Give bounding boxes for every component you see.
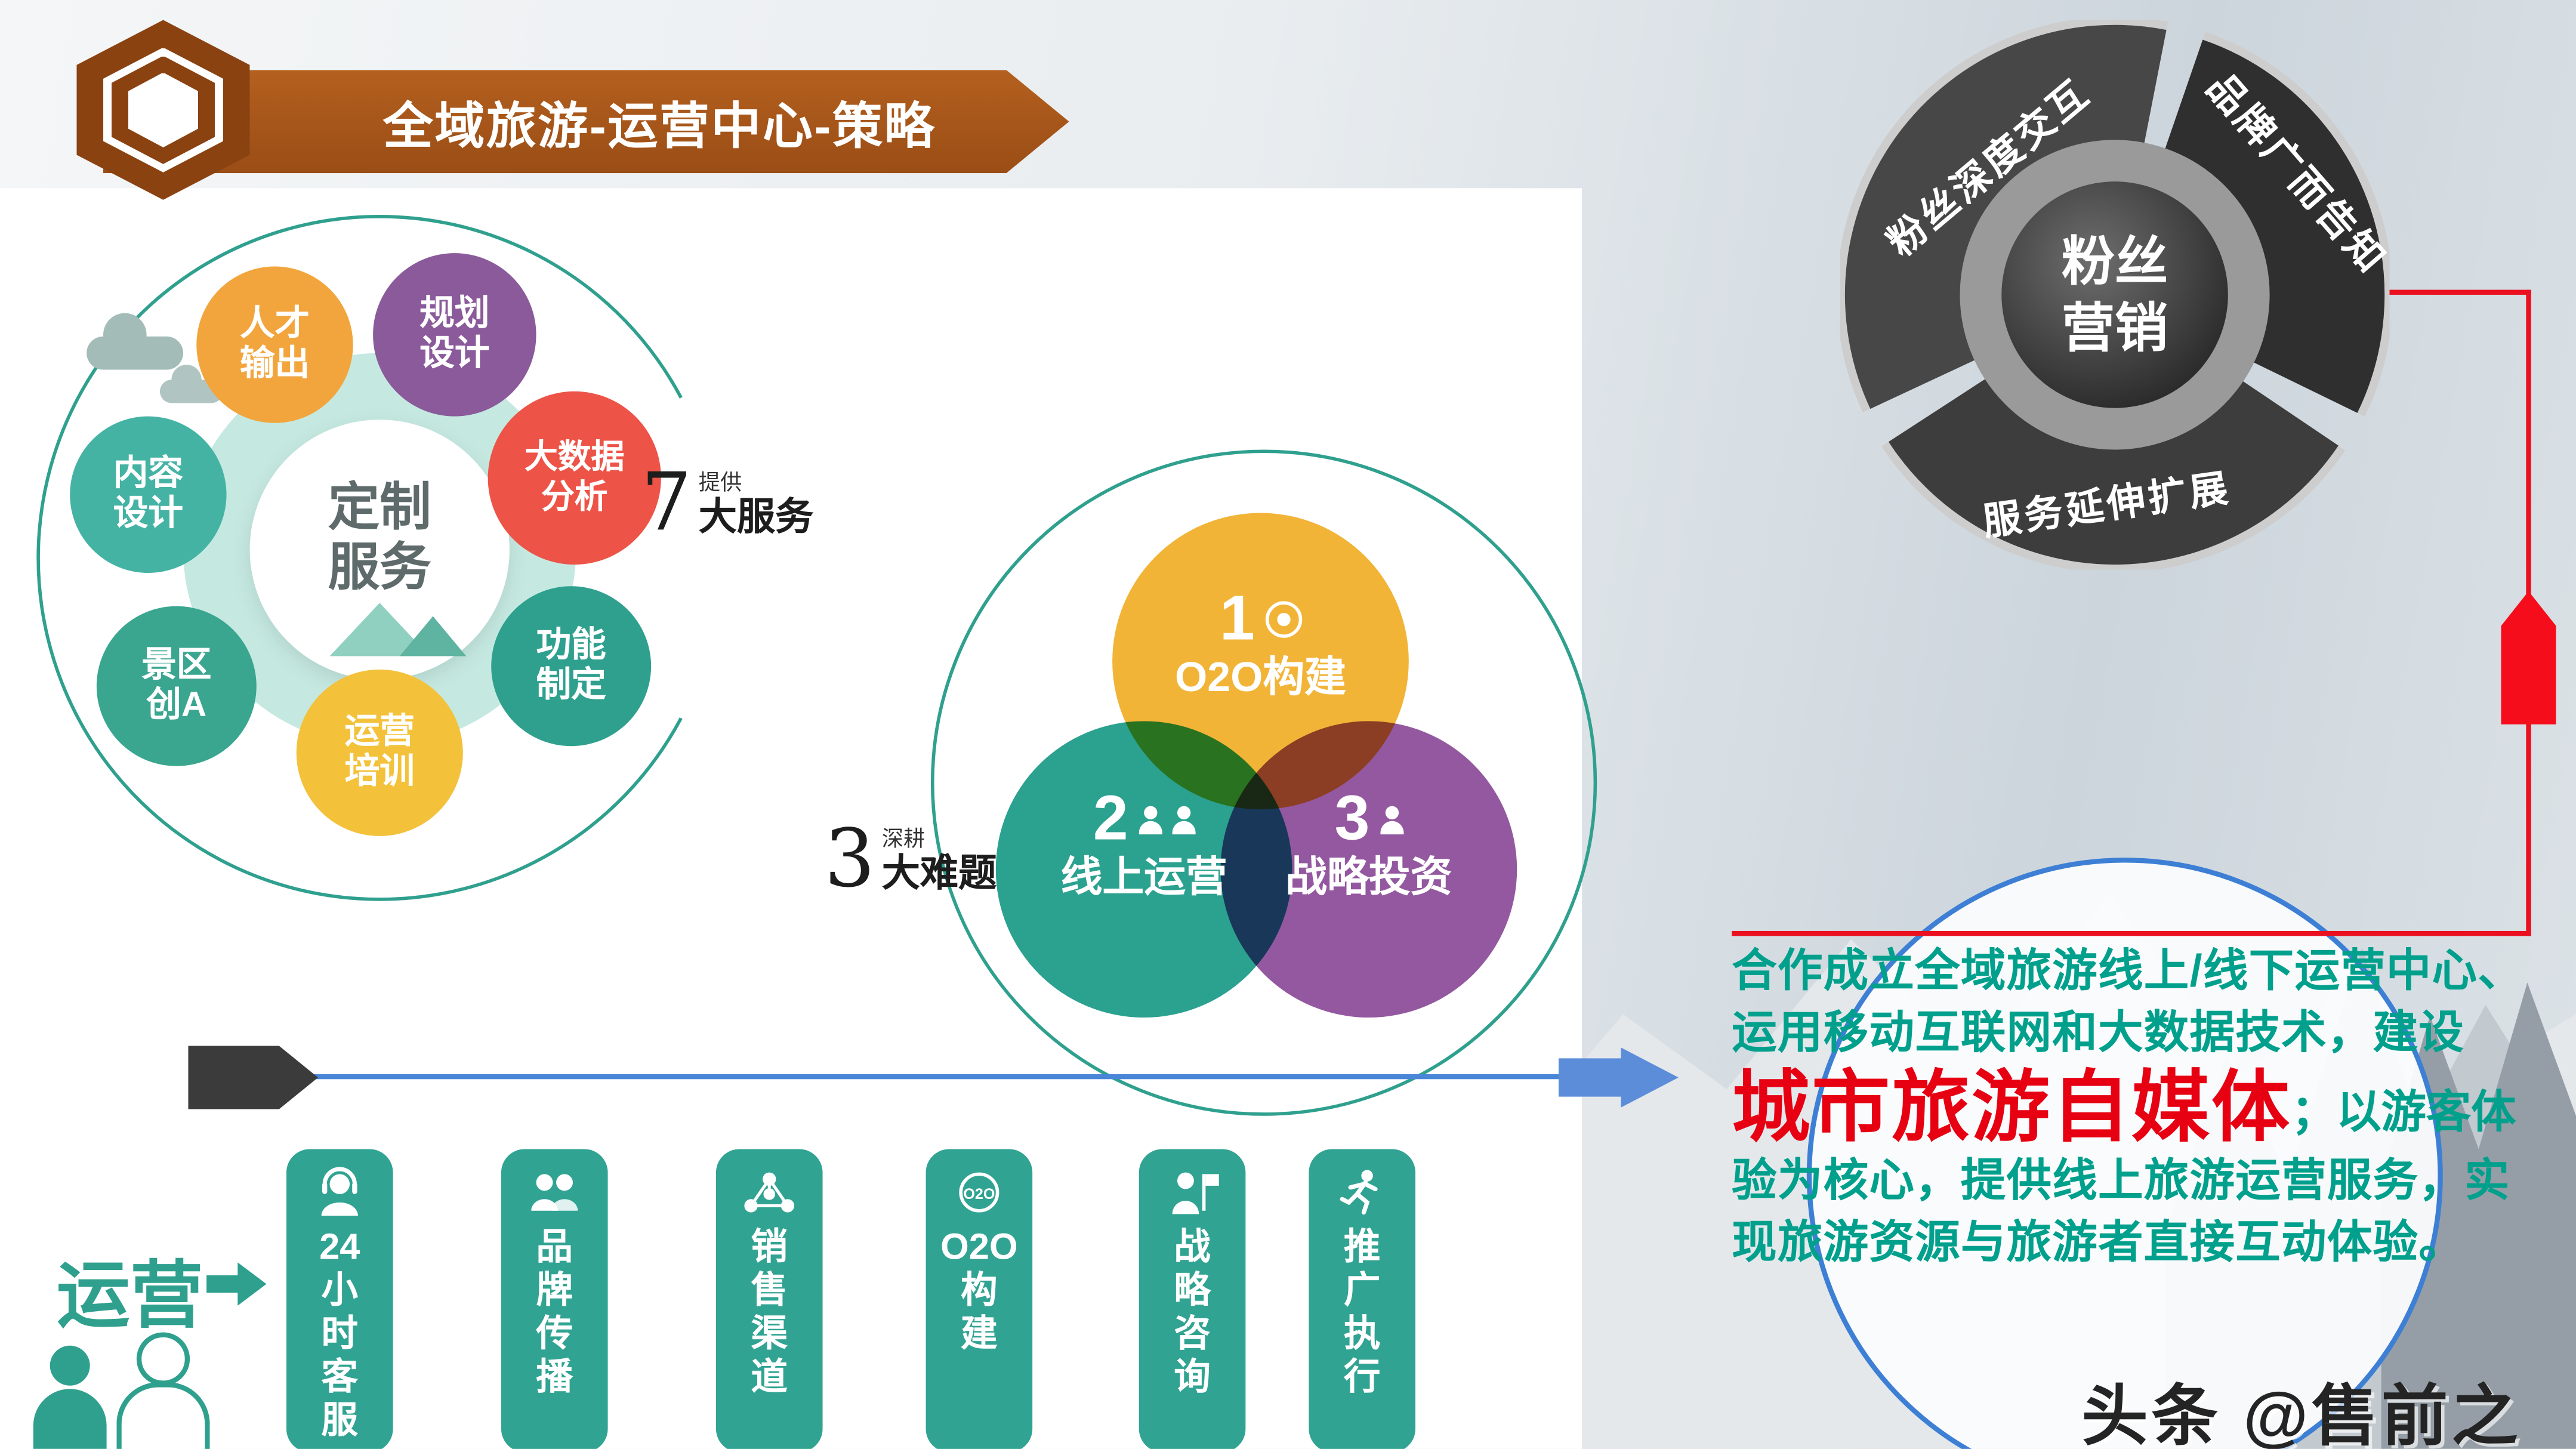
fan-ring	[1836, 16, 2393, 573]
watermark: 头条 @售前之家	[2081, 1380, 2522, 1449]
person-filled-icon	[33, 1389, 107, 1449]
people-icon	[525, 1163, 584, 1222]
desc-line-3-rest: ；以游客体	[2291, 1087, 2516, 1137]
strategy-description: 合作成立全域旅游线上/线下运营中心、 运用移动互联网和大数据技术，建设 城市旅游…	[1732, 941, 2572, 1274]
operation-card-brand: 品 牌 传 播	[501, 1149, 608, 1449]
wheel-item-content-design: 内容 设计	[70, 416, 227, 573]
operation-card-promotion: 推 广 执 行	[1309, 1149, 1416, 1449]
venn-text-2: 2 线上运营	[1060, 784, 1227, 901]
fan-center-title: 粉丝 营销	[2061, 231, 2168, 358]
person-outline-icon	[116, 1382, 210, 1449]
network-icon	[739, 1163, 799, 1222]
wheel-center-line1: 定制	[328, 477, 431, 537]
venn-text-3: 3 战略投资	[1285, 784, 1452, 901]
wheel-center-line2: 服务	[328, 538, 431, 597]
desc-line-2: 运用移动互联网和大数据技术，建设	[1732, 1007, 2465, 1058]
consulting-icon	[1162, 1163, 1222, 1222]
connector-red-line-top	[2377, 289, 2531, 295]
wheel-item-operation-training: 运营 培训	[296, 669, 463, 836]
title-banner: 全域旅游-运营中心-策略	[103, 70, 1069, 174]
wheel-item-planning-design: 规划 设计	[373, 253, 536, 417]
page-title: 全域旅游-运营中心-策略	[382, 100, 936, 155]
ring-icon	[1264, 601, 1302, 638]
desc-line-4: 验为核心，提供线上旅游运营服务，实	[1732, 1155, 2510, 1206]
venn-text-1: 1 O2O构建	[1175, 584, 1346, 701]
seven-services-badge: 7 提供 大服务	[641, 456, 814, 550]
desc-highlight: 城市旅游自媒体	[1732, 1062, 2291, 1151]
svg-text:O2O: O2O	[963, 1186, 995, 1203]
highlight-blue-circle	[1806, 858, 2443, 1449]
runner-icon	[1332, 1163, 1392, 1222]
three-problems-badge: 3 深耕 大难题	[824, 812, 997, 907]
operation-card-sales: 销 售 渠 道	[715, 1149, 823, 1449]
wheel-item-talent-output: 人才 输出	[196, 266, 353, 423]
o2o-icon: O2O	[949, 1163, 1009, 1222]
operation-card-customer-service: 24 小 时 客 服	[286, 1149, 393, 1449]
operation-card-o2o: O2O O2O 构 建	[925, 1149, 1033, 1449]
person-outline-icon	[136, 1332, 190, 1386]
red-arrow-up-icon	[2501, 591, 2556, 724]
wheel-item-bigdata-analysis: 大数据 分析	[488, 391, 661, 565]
venn-circle-investment	[1220, 721, 1517, 1018]
person-icon	[1380, 805, 1403, 834]
connector-blue-line	[304, 1074, 1567, 1080]
desc-line-5: 现旅游资源与旅游者直接互动体验。	[1732, 1217, 2465, 1268]
person-filled-icon	[50, 1345, 90, 1386]
desc-line-1: 合作成立全域旅游线上/线下运营中心、	[1732, 946, 2524, 996]
wheel-item-function-setting: 功能 制定	[491, 586, 652, 747]
operations-label: 运营	[56, 1256, 203, 1337]
person-icon	[1138, 805, 1162, 834]
venn-outline-circle	[930, 449, 1597, 1116]
service-wheel-arc	[36, 215, 683, 901]
connector-red-line-bottom	[1732, 930, 2531, 936]
service-wheel-center: 定制 服务	[249, 420, 510, 680]
fan-marketing-diagram: 粉丝深度交互 品牌广而告知 服务延伸扩展 粉丝 营销	[1836, 16, 2395, 573]
operation-card-consulting: 战 略 咨 询	[1139, 1149, 1246, 1449]
person-icon	[1171, 805, 1195, 834]
customer-service-icon	[310, 1163, 369, 1222]
wheel-item-scenic-grade-a: 景区 创A	[96, 606, 257, 766]
cloud-icon	[87, 313, 183, 370]
mountain-icon	[400, 616, 467, 656]
